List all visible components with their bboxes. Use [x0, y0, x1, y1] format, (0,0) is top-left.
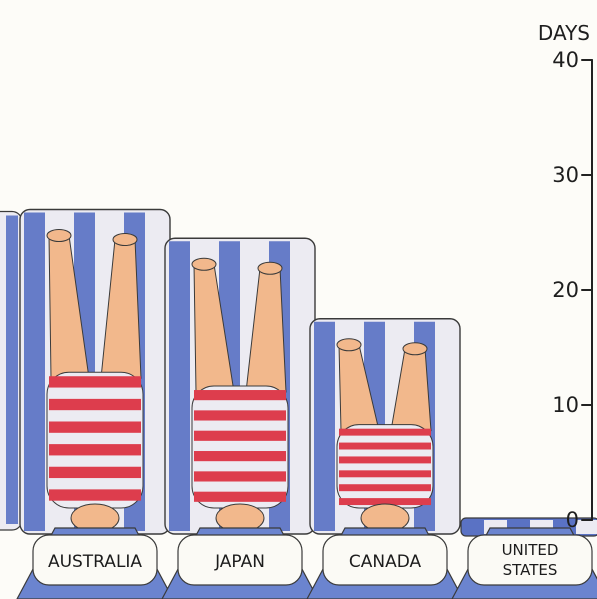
label-card: [32, 534, 158, 586]
bar-swimsuit-band: [194, 491, 286, 502]
bar-stripe: [314, 321, 335, 531]
bar-swimsuit-band: [49, 444, 141, 456]
bar-right-foot: [112, 233, 138, 246]
category-label-1: AUSTRALIA: [16, 527, 174, 599]
bar-left-foot: [191, 257, 217, 271]
bar-stripe: [576, 520, 597, 534]
bar-swimsuit: [46, 371, 144, 509]
bar-swimsuit-band: [339, 428, 431, 436]
bar-left-foot: [46, 229, 72, 242]
offscreen-chair-stripe: [6, 215, 18, 524]
y-tick-label: 0: [566, 508, 579, 532]
y-tick-label: 20: [552, 278, 579, 302]
bar-swimsuit-band: [194, 430, 286, 441]
category-label-3: CANADA: [306, 527, 464, 599]
bar-stripe: [24, 212, 45, 531]
bar-swimsuit: [191, 385, 289, 509]
bar-swimsuit-band: [49, 489, 141, 501]
category-label-text: CANADA: [349, 552, 422, 572]
y-axis-label: DAYS: [538, 21, 590, 45]
bars-layer: [0, 208, 597, 537]
bar-2: [164, 237, 316, 535]
label-card: [467, 534, 593, 586]
bar-swimsuit-band: [194, 410, 286, 421]
bar-swimsuit-band: [49, 466, 141, 479]
bar-stripe: [169, 241, 190, 531]
offscreen-chair: [0, 210, 23, 531]
bar-swimsuit-band: [49, 398, 141, 411]
y-axis: 0 10 20 30 40 DAYS: [538, 21, 593, 532]
category-label-4: UNITED STATES: [451, 527, 597, 599]
category-label-text: UNITED: [502, 541, 559, 559]
bar-swimsuit-band: [49, 376, 141, 388]
bar-swimsuit-band: [339, 442, 431, 450]
bar-right-foot: [402, 342, 428, 356]
category-label-text: JAPAN: [214, 552, 265, 572]
bar-swimsuit: [336, 424, 434, 509]
bar-right-foot: [257, 261, 283, 275]
category-label-text: STATES: [503, 561, 558, 579]
bar-3: [309, 318, 461, 535]
bar-swimsuit-band: [194, 390, 286, 401]
category-label-text: AUSTRALIA: [48, 552, 142, 572]
category-labels: AUSTRALIA JAPAN CANADA UNITED STATES: [16, 527, 597, 599]
bar-swimsuit-band: [339, 484, 431, 492]
category-label-2: JAPAN: [161, 527, 319, 599]
bar-swimsuit-band: [339, 498, 431, 506]
y-tick-label: 40: [552, 48, 579, 72]
bar-swimsuit-band: [339, 470, 431, 478]
bar-swimsuit-band: [194, 471, 286, 482]
bar-1: [19, 208, 171, 535]
bar-swimsuit-band: [194, 451, 286, 462]
y-tick-label: 10: [552, 393, 579, 417]
bar-swimsuit-band: [49, 421, 141, 433]
bar-swimsuit-band: [339, 456, 431, 464]
label-card: [177, 534, 303, 586]
label-card: [322, 534, 448, 586]
bar-left-foot: [336, 338, 362, 352]
y-tick-label: 30: [552, 163, 579, 187]
